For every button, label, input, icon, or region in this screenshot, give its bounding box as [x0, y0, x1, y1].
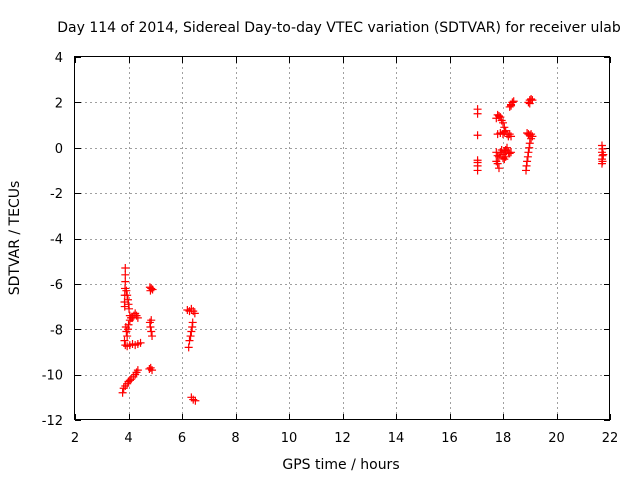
- y-axis-title: SDTVAR / TECUs: [7, 181, 23, 296]
- data-point: [527, 134, 536, 143]
- data-point: [187, 327, 196, 336]
- data-point: [473, 109, 482, 118]
- data-point: [599, 150, 608, 159]
- y-tick-label: 4: [55, 51, 63, 66]
- x-tick-label: 22: [602, 431, 619, 446]
- data-point: [120, 336, 129, 345]
- data-point: [473, 131, 482, 140]
- data-point: [188, 322, 197, 331]
- grid-layer: [75, 57, 610, 420]
- data-point: [496, 113, 505, 122]
- data-point: [507, 132, 516, 141]
- plot-frame: [74, 56, 610, 420]
- data-point: [494, 164, 503, 173]
- data-point: [525, 143, 534, 152]
- data-point: [508, 98, 517, 107]
- data-point: [494, 152, 503, 161]
- data-point: [146, 322, 155, 331]
- data-point: [186, 332, 195, 341]
- y-tick-label: -6: [50, 278, 63, 293]
- data-point: [503, 143, 512, 152]
- x-tick-label: 14: [388, 431, 405, 446]
- data-point: [125, 376, 134, 385]
- y-tick-label: 2: [55, 96, 63, 111]
- data-point: [121, 277, 130, 286]
- data-point: [499, 118, 507, 127]
- data-point: [146, 286, 155, 295]
- data-point: [184, 343, 193, 352]
- data-point: [136, 338, 145, 347]
- y-tick-label: -8: [50, 323, 63, 338]
- data-point: [509, 97, 518, 106]
- x-tick-label: 10: [281, 431, 298, 446]
- y-tick-label: 0: [55, 142, 63, 157]
- data-points-layer: [118, 94, 608, 405]
- data-point: [185, 336, 194, 345]
- data-point: [125, 304, 134, 313]
- data-point: [122, 286, 131, 295]
- data-point: [190, 309, 199, 318]
- data-point: [118, 388, 127, 397]
- y-tick-label: -2: [50, 187, 63, 202]
- data-point: [505, 149, 514, 158]
- data-point: [597, 159, 606, 168]
- data-point: [123, 332, 132, 341]
- y-tick-label: -4: [50, 233, 63, 248]
- y-tick-label: -12: [42, 414, 63, 429]
- x-tick-label: 8: [231, 431, 239, 446]
- data-point: [494, 111, 503, 120]
- data-point: [147, 316, 156, 325]
- data-point: [124, 320, 133, 329]
- data-point: [133, 313, 142, 322]
- chart-title: Day 114 of 2014, Sidereal Day-to-day VTE…: [57, 20, 621, 36]
- data-point: [191, 396, 200, 405]
- x-tick-label: 18: [495, 431, 512, 446]
- data-point: [507, 148, 516, 157]
- data-point: [121, 263, 130, 272]
- x-tick-label: 20: [548, 431, 565, 446]
- data-point: [527, 94, 536, 103]
- data-point: [121, 270, 130, 279]
- x-tick-label: 6: [178, 431, 186, 446]
- data-point: [522, 166, 531, 175]
- x-tick-label: 2: [71, 431, 79, 446]
- x-tick-label: 12: [334, 431, 351, 446]
- data-point: [147, 327, 156, 336]
- data-point: [492, 157, 501, 166]
- data-point: [123, 291, 132, 300]
- data-point: [183, 305, 192, 314]
- x-axis-title: GPS time / hours: [282, 457, 399, 473]
- data-point: [507, 101, 516, 110]
- data-point: [148, 332, 157, 341]
- data-point: [133, 366, 142, 375]
- data-point: [500, 127, 509, 136]
- data-point: [523, 152, 532, 161]
- data-point: [127, 313, 136, 322]
- data-point: [473, 166, 482, 175]
- data-point: [525, 99, 534, 108]
- x-tick-label: 16: [441, 431, 458, 446]
- data-point: [148, 366, 157, 375]
- data-point: [501, 152, 510, 161]
- x-tick-label: 4: [124, 431, 132, 446]
- y-tick-label: -10: [42, 369, 63, 384]
